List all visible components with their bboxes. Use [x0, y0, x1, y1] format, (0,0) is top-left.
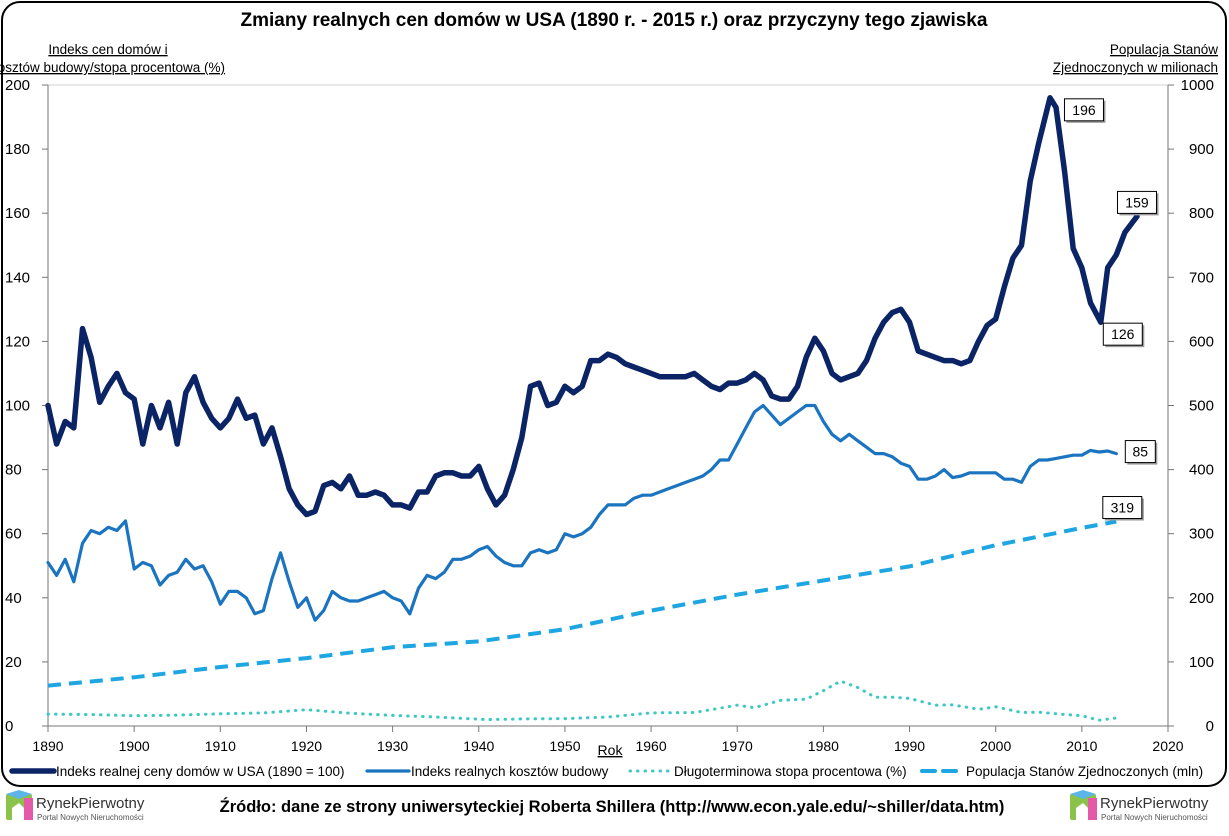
x-axis-title: Rok [598, 742, 624, 758]
svg-text:Populacja Stanów Zjednoczonych: Populacja Stanów Zjednoczonych (mln) [966, 764, 1203, 779]
y-right-tick-label: 600 [1189, 333, 1214, 350]
y-right-tick-label: 500 [1189, 398, 1214, 415]
right-axis-title-line1: Populacja Stanów [1110, 42, 1218, 57]
y-right-tick-label: 100 [1189, 654, 1214, 671]
x-tick-label: 1990 [894, 738, 925, 754]
y-left-tick-label: 80 [5, 462, 22, 479]
source-note: Źródło: dane ze strony uniwersyteckiej R… [220, 797, 1005, 816]
chart-frame [1, 1, 1227, 787]
y-right-tick-label: 0 [1206, 718, 1214, 735]
y-right-tick-label: 1000 [1181, 77, 1214, 94]
y-left-tick-label: 120 [5, 333, 30, 350]
y-right-tick-label: 800 [1189, 205, 1214, 222]
x-tick-label: 1970 [722, 738, 753, 754]
y-right-tick-label: 400 [1189, 462, 1214, 479]
svg-text:126: 126 [1111, 326, 1135, 342]
x-tick-label: 1980 [808, 738, 839, 754]
y-left-tick-label: 60 [5, 526, 22, 543]
y-left-tick-label: 20 [5, 654, 22, 671]
y-right-tick-label: 900 [1189, 141, 1214, 158]
y-right-tick-label: 200 [1189, 590, 1214, 607]
x-tick-label: 1890 [32, 738, 63, 754]
x-tick-label: 1920 [291, 738, 322, 754]
svg-text:Portal Nowych Nieruchomości: Portal Nowych Nieruchomości [1101, 813, 1208, 822]
data-label: 196 [1063, 98, 1106, 123]
x-tick-label: 1910 [205, 738, 236, 754]
x-tick-label: 2000 [980, 738, 1011, 754]
y-left-tick-label: 180 [5, 141, 30, 158]
x-tick-label: 1960 [635, 738, 666, 754]
svg-text:85: 85 [1133, 444, 1149, 460]
legend-item: Długoterminowa stopa procentowa (%) [628, 764, 907, 779]
series-line-0 [45, 95, 1140, 518]
svg-text:319: 319 [1111, 500, 1135, 516]
svg-text:Indeks realnej ceny domów w US: Indeks realnej ceny domów w USA (1890 = … [56, 764, 345, 779]
svg-text:Długoterminowa stopa procentow: Długoterminowa stopa procentowa (%) [674, 764, 907, 779]
svg-text:RynekPierwotny: RynekPierwotny [1100, 795, 1209, 812]
data-label: 126 [1102, 322, 1145, 348]
chart-title: Zmiany realnych cen domów w USA (1890 r.… [241, 10, 988, 31]
y-left-tick-label: 140 [5, 269, 30, 286]
right-axis-title-line2: Zjednoczonych w milionach [1053, 60, 1218, 75]
x-tick-label: 1940 [463, 738, 494, 754]
legend-item: Populacja Stanów Zjednoczonych (mln) [920, 764, 1203, 779]
legend-item: Indeks realnych kosztów budowy [365, 764, 609, 779]
y-left-tick-label: 160 [5, 205, 30, 222]
y-left-tick-label: 100 [5, 398, 30, 415]
svg-text:Portal Nowych Nieruchomości: Portal Nowych Nieruchomości [37, 813, 144, 822]
data-label: 319 [1102, 496, 1144, 521]
legend-item: Indeks realnej ceny domów w USA (1890 = … [9, 764, 345, 779]
y-right-tick-label: 700 [1189, 269, 1214, 286]
x-tick-label: 1930 [377, 738, 408, 754]
left-axis-title-line2: kosztów budowy/stopa procentowa (%) [0, 60, 225, 75]
x-tick-label: 2020 [1152, 738, 1183, 754]
x-tick-label: 1950 [549, 738, 580, 754]
svg-text:Indeks realnych kosztów budowy: Indeks realnych kosztów budowy [411, 764, 609, 779]
svg-text:159: 159 [1125, 194, 1149, 210]
data-label: 159 [1116, 190, 1159, 216]
series-line-1 [46, 403, 1118, 622]
y-left-tick-label: 40 [5, 590, 22, 607]
y-left-tick-label: 200 [5, 77, 30, 94]
x-tick-label: 1900 [119, 738, 150, 754]
data-label: 85 [1124, 440, 1158, 465]
svg-text:196: 196 [1072, 102, 1096, 118]
svg-text:RynekPierwotny: RynekPierwotny [36, 795, 145, 812]
series-line-2 [46, 679, 1118, 722]
x-tick-label: 2010 [1066, 738, 1097, 754]
y-left-tick-label: 0 [5, 718, 13, 735]
left-axis-title-line1: Indeks cen domów i [48, 42, 167, 57]
y-right-tick-label: 300 [1189, 526, 1214, 543]
